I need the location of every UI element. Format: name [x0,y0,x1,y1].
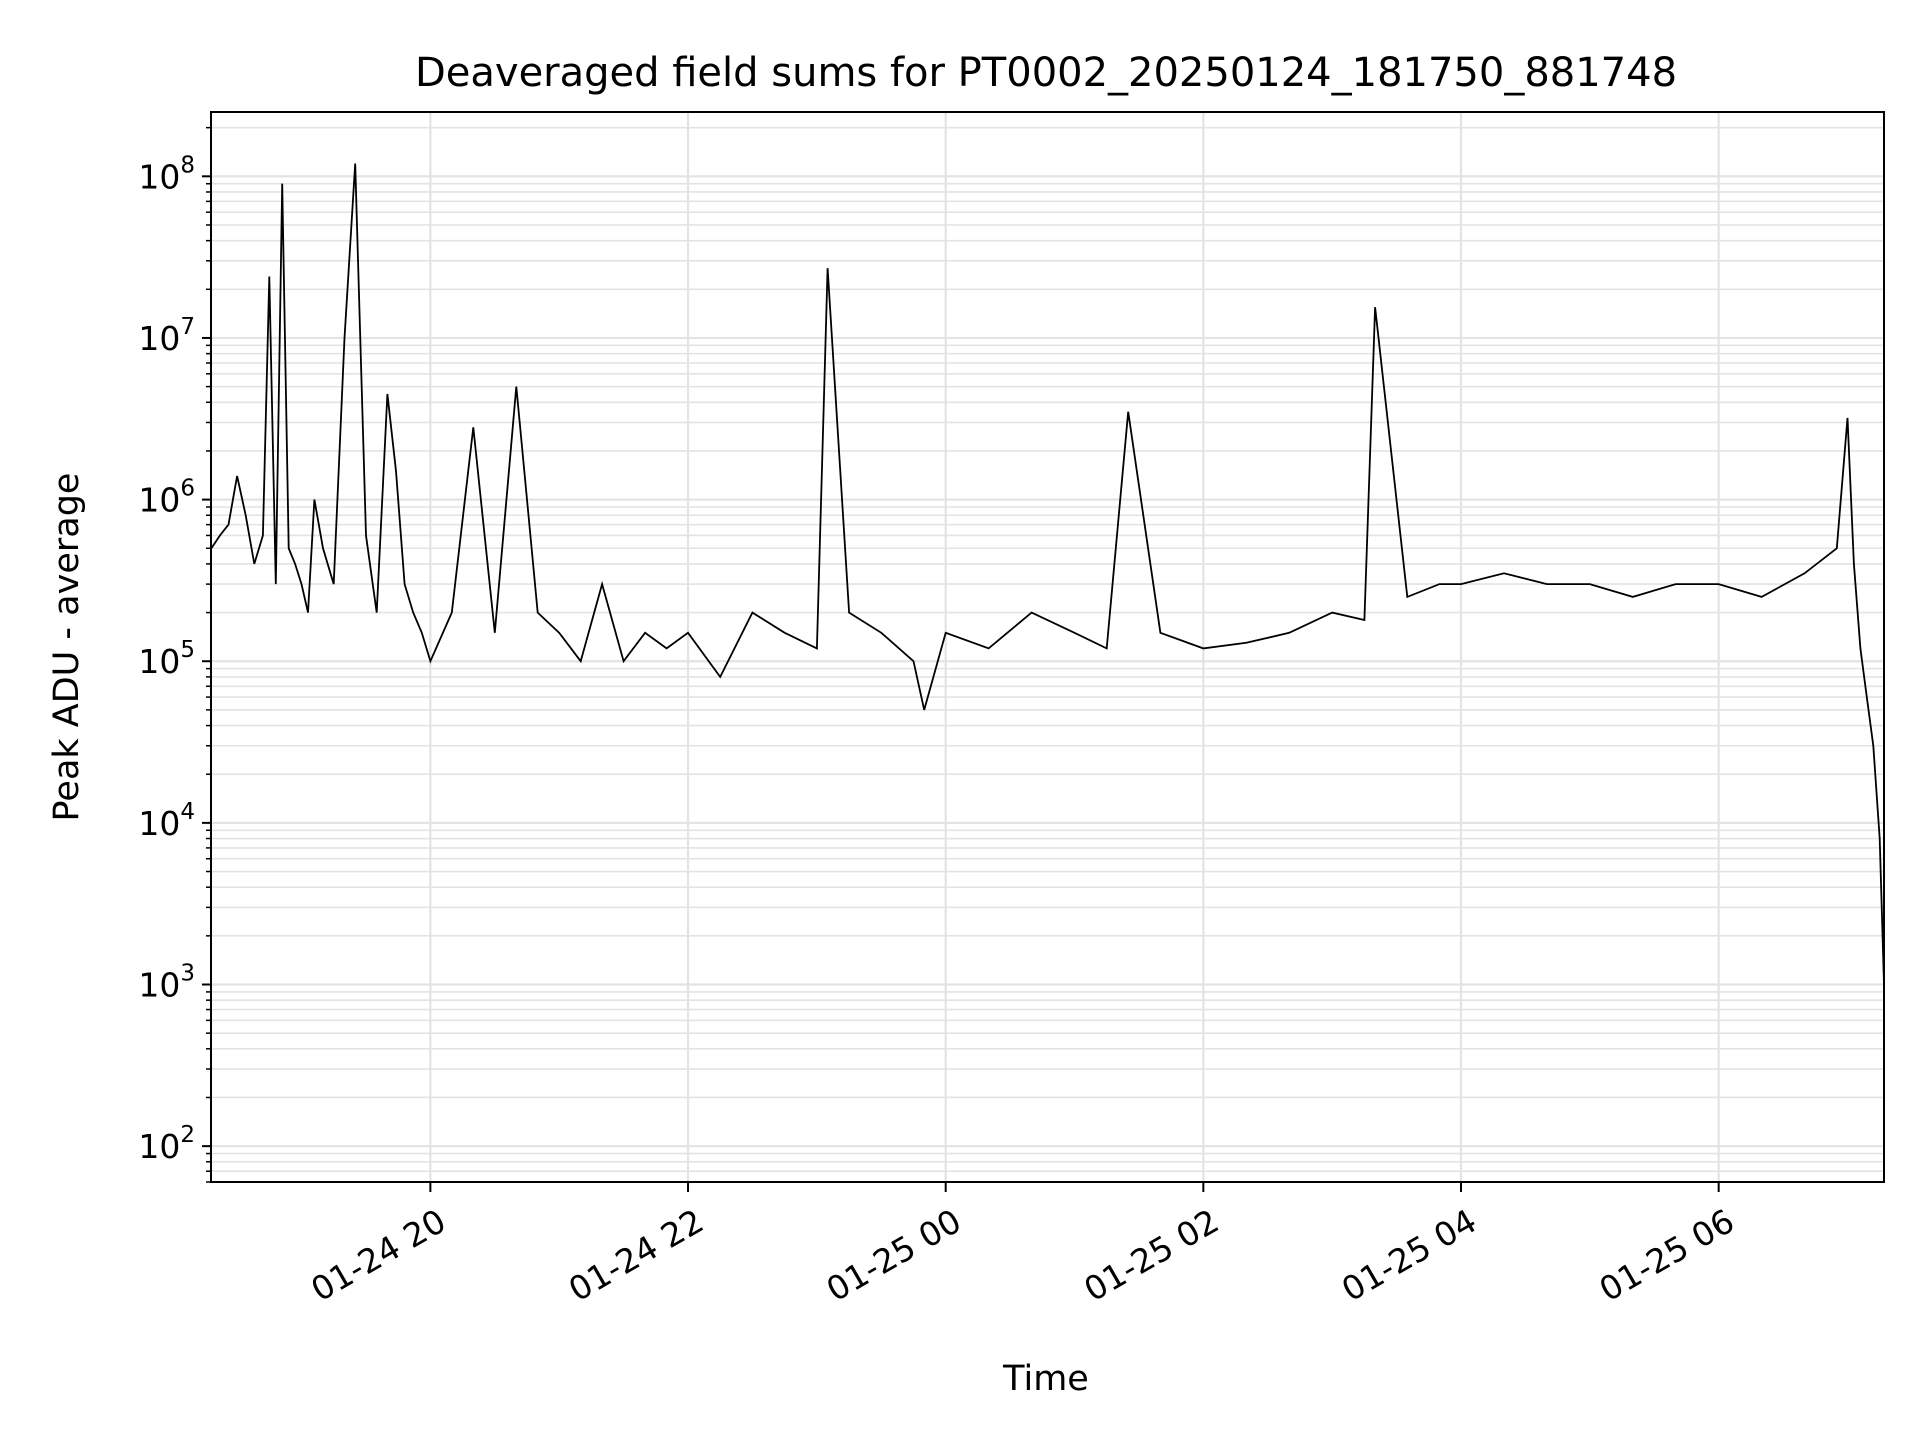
y-tick-label: 108 [138,152,195,196]
y-tick-label: 104 [138,799,195,843]
plot-area-frame [210,111,1885,1183]
y-tick-label: 106 [138,476,195,520]
y-tick-label: 107 [138,314,195,358]
series-line [210,163,1885,985]
y-axis-label: Peak ADU - average [47,473,87,822]
x-axis-label: Time [1002,1359,1089,1399]
chart-title: Deaveraged field sums for PT0002_2025012… [415,50,1677,96]
y-tick-label: 103 [138,961,195,1005]
y-tick-label: 105 [138,637,195,681]
data-series-line [210,163,1885,985]
y-tick-label: 102 [138,1122,195,1166]
grid [211,112,1884,1183]
y-axis-ticks: 102 103 104 105 106 107 108 [138,126,211,1183]
